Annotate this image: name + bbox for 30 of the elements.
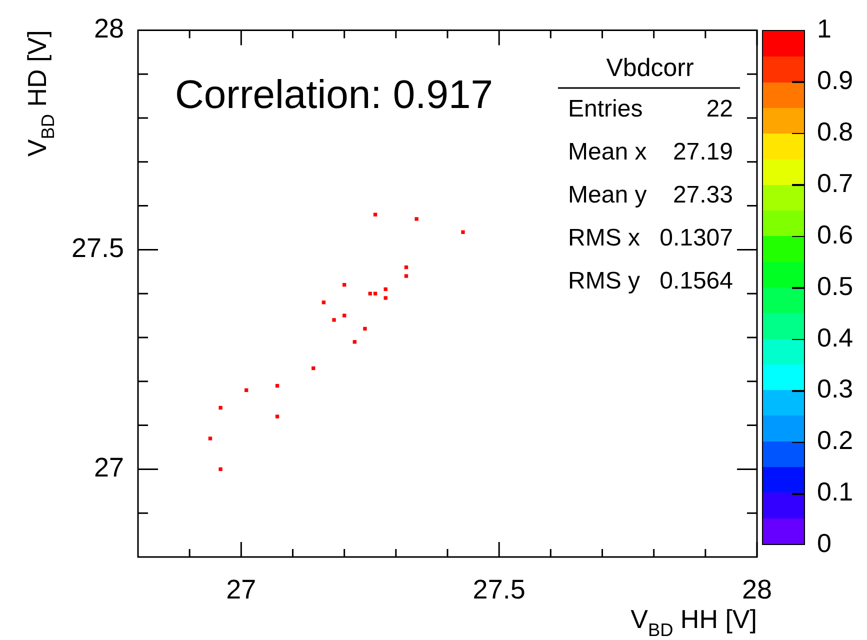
annotation: 27.33 — [672, 182, 733, 209]
color-bar-label: 0.8 — [817, 116, 854, 146]
x-tick-label: 27 — [226, 574, 256, 605]
annotation: Entries — [568, 96, 643, 123]
y-tick-label: 28 — [94, 14, 124, 44]
color-bar-label: 0.4 — [817, 322, 854, 352]
x-tick-label: 28 — [742, 574, 772, 605]
color-bar-label: 0.9 — [817, 64, 854, 95]
color-bar-label: 0.3 — [817, 374, 854, 404]
annotation: 0.1564 — [660, 268, 733, 295]
annotation: Mean x — [568, 138, 647, 166]
color-bar-label: 0.5 — [817, 270, 854, 301]
color-bar-label: 0.1 — [817, 476, 854, 507]
annotation: RMS x — [568, 224, 640, 252]
y-tick-label: 27.5 — [71, 233, 124, 264]
color-bar-label: 0.6 — [817, 219, 854, 250]
color-bar-label: 0.7 — [817, 168, 854, 198]
color-bar-label: 1 — [817, 13, 832, 44]
color-bar-label: 0.2 — [817, 425, 854, 456]
annotation: 27.19 — [672, 138, 733, 166]
annotation: RMS y — [568, 268, 640, 295]
y-axis-title: VBD HD [V] — [22, 30, 58, 157]
color-bar-label: 0 — [817, 528, 832, 558]
annotation: Correlation: 0.917 — [175, 73, 493, 118]
annotation: 22 — [706, 96, 733, 123]
annotation: 0.1307 — [660, 224, 733, 252]
x-tick-label: 27.5 — [472, 574, 526, 605]
annotation: Mean y — [568, 182, 647, 209]
y-tick-label: 27 — [94, 452, 124, 483]
annotation: Vbdcorr — [606, 54, 694, 82]
